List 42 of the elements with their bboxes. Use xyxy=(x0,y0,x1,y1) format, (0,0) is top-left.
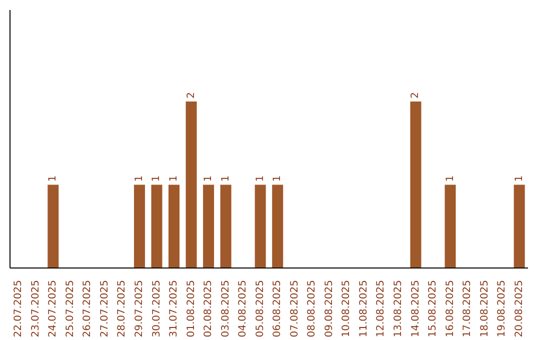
x-tick-label: 05.08.2025 xyxy=(254,280,266,338)
x-tick-label: 04.08.2025 xyxy=(238,280,249,338)
x-tick-label: 23.07.2025 xyxy=(30,280,42,338)
x-tick-label: 10.08.2025 xyxy=(341,280,352,338)
x-tick-label: 02.08.2025 xyxy=(203,280,214,338)
data-label: 1 xyxy=(168,175,180,182)
x-tick-label: 31.07.2025 xyxy=(168,280,180,338)
data-label: 1 xyxy=(220,175,232,182)
x-tick-label: 17.08.2025 xyxy=(462,280,474,338)
data-label: 1 xyxy=(151,175,162,182)
x-tick-label: 03.08.2025 xyxy=(220,280,232,338)
x-tick-label: 25.07.2025 xyxy=(64,280,76,338)
x-tick-label: 11.08.2025 xyxy=(358,280,370,338)
x-tick-label: 06.08.2025 xyxy=(272,280,284,338)
x-tick-label: 27.07.2025 xyxy=(99,280,110,338)
x-tick-label: 07.08.2025 xyxy=(289,280,300,338)
data-label: 1 xyxy=(514,175,525,182)
x-tick-label: 28.07.2025 xyxy=(116,280,128,338)
x-tick-label: 26.07.2025 xyxy=(82,280,94,338)
x-tick-label: 16.08.2025 xyxy=(444,280,456,338)
data-label: 1 xyxy=(254,175,266,182)
x-tick-label: 24.07.2025 xyxy=(48,280,59,338)
x-tick-label: 29.07.2025 xyxy=(134,280,145,338)
data-label: 2 xyxy=(410,92,422,99)
data-label: 1 xyxy=(272,175,284,182)
data-label: 2 xyxy=(186,92,197,99)
x-tick-label: 13.08.2025 xyxy=(393,280,404,338)
x-tick-label: 12.08.2025 xyxy=(376,280,387,338)
data-label: 1 xyxy=(134,175,145,182)
x-tick-label: 19.08.2025 xyxy=(496,280,508,338)
x-tick-label: 08.08.2025 xyxy=(306,280,318,338)
x-tick-label: 18.08.2025 xyxy=(479,280,490,338)
x-tick-label: 01.08.2025 xyxy=(186,280,197,338)
x-tick-label: 09.08.2025 xyxy=(324,280,335,338)
x-tick-label: 30.07.2025 xyxy=(151,280,162,338)
data-label: 1 xyxy=(48,175,59,182)
x-tick-label: 20.08.2025 xyxy=(514,280,525,338)
data-label: 1 xyxy=(444,175,456,182)
data-label: 1 xyxy=(203,175,214,182)
x-tick-label: 15.08.2025 xyxy=(428,280,439,338)
x-tick-label: 14.08.2025 xyxy=(410,280,422,338)
x-tick-label: 22.07.2025 xyxy=(13,280,24,338)
